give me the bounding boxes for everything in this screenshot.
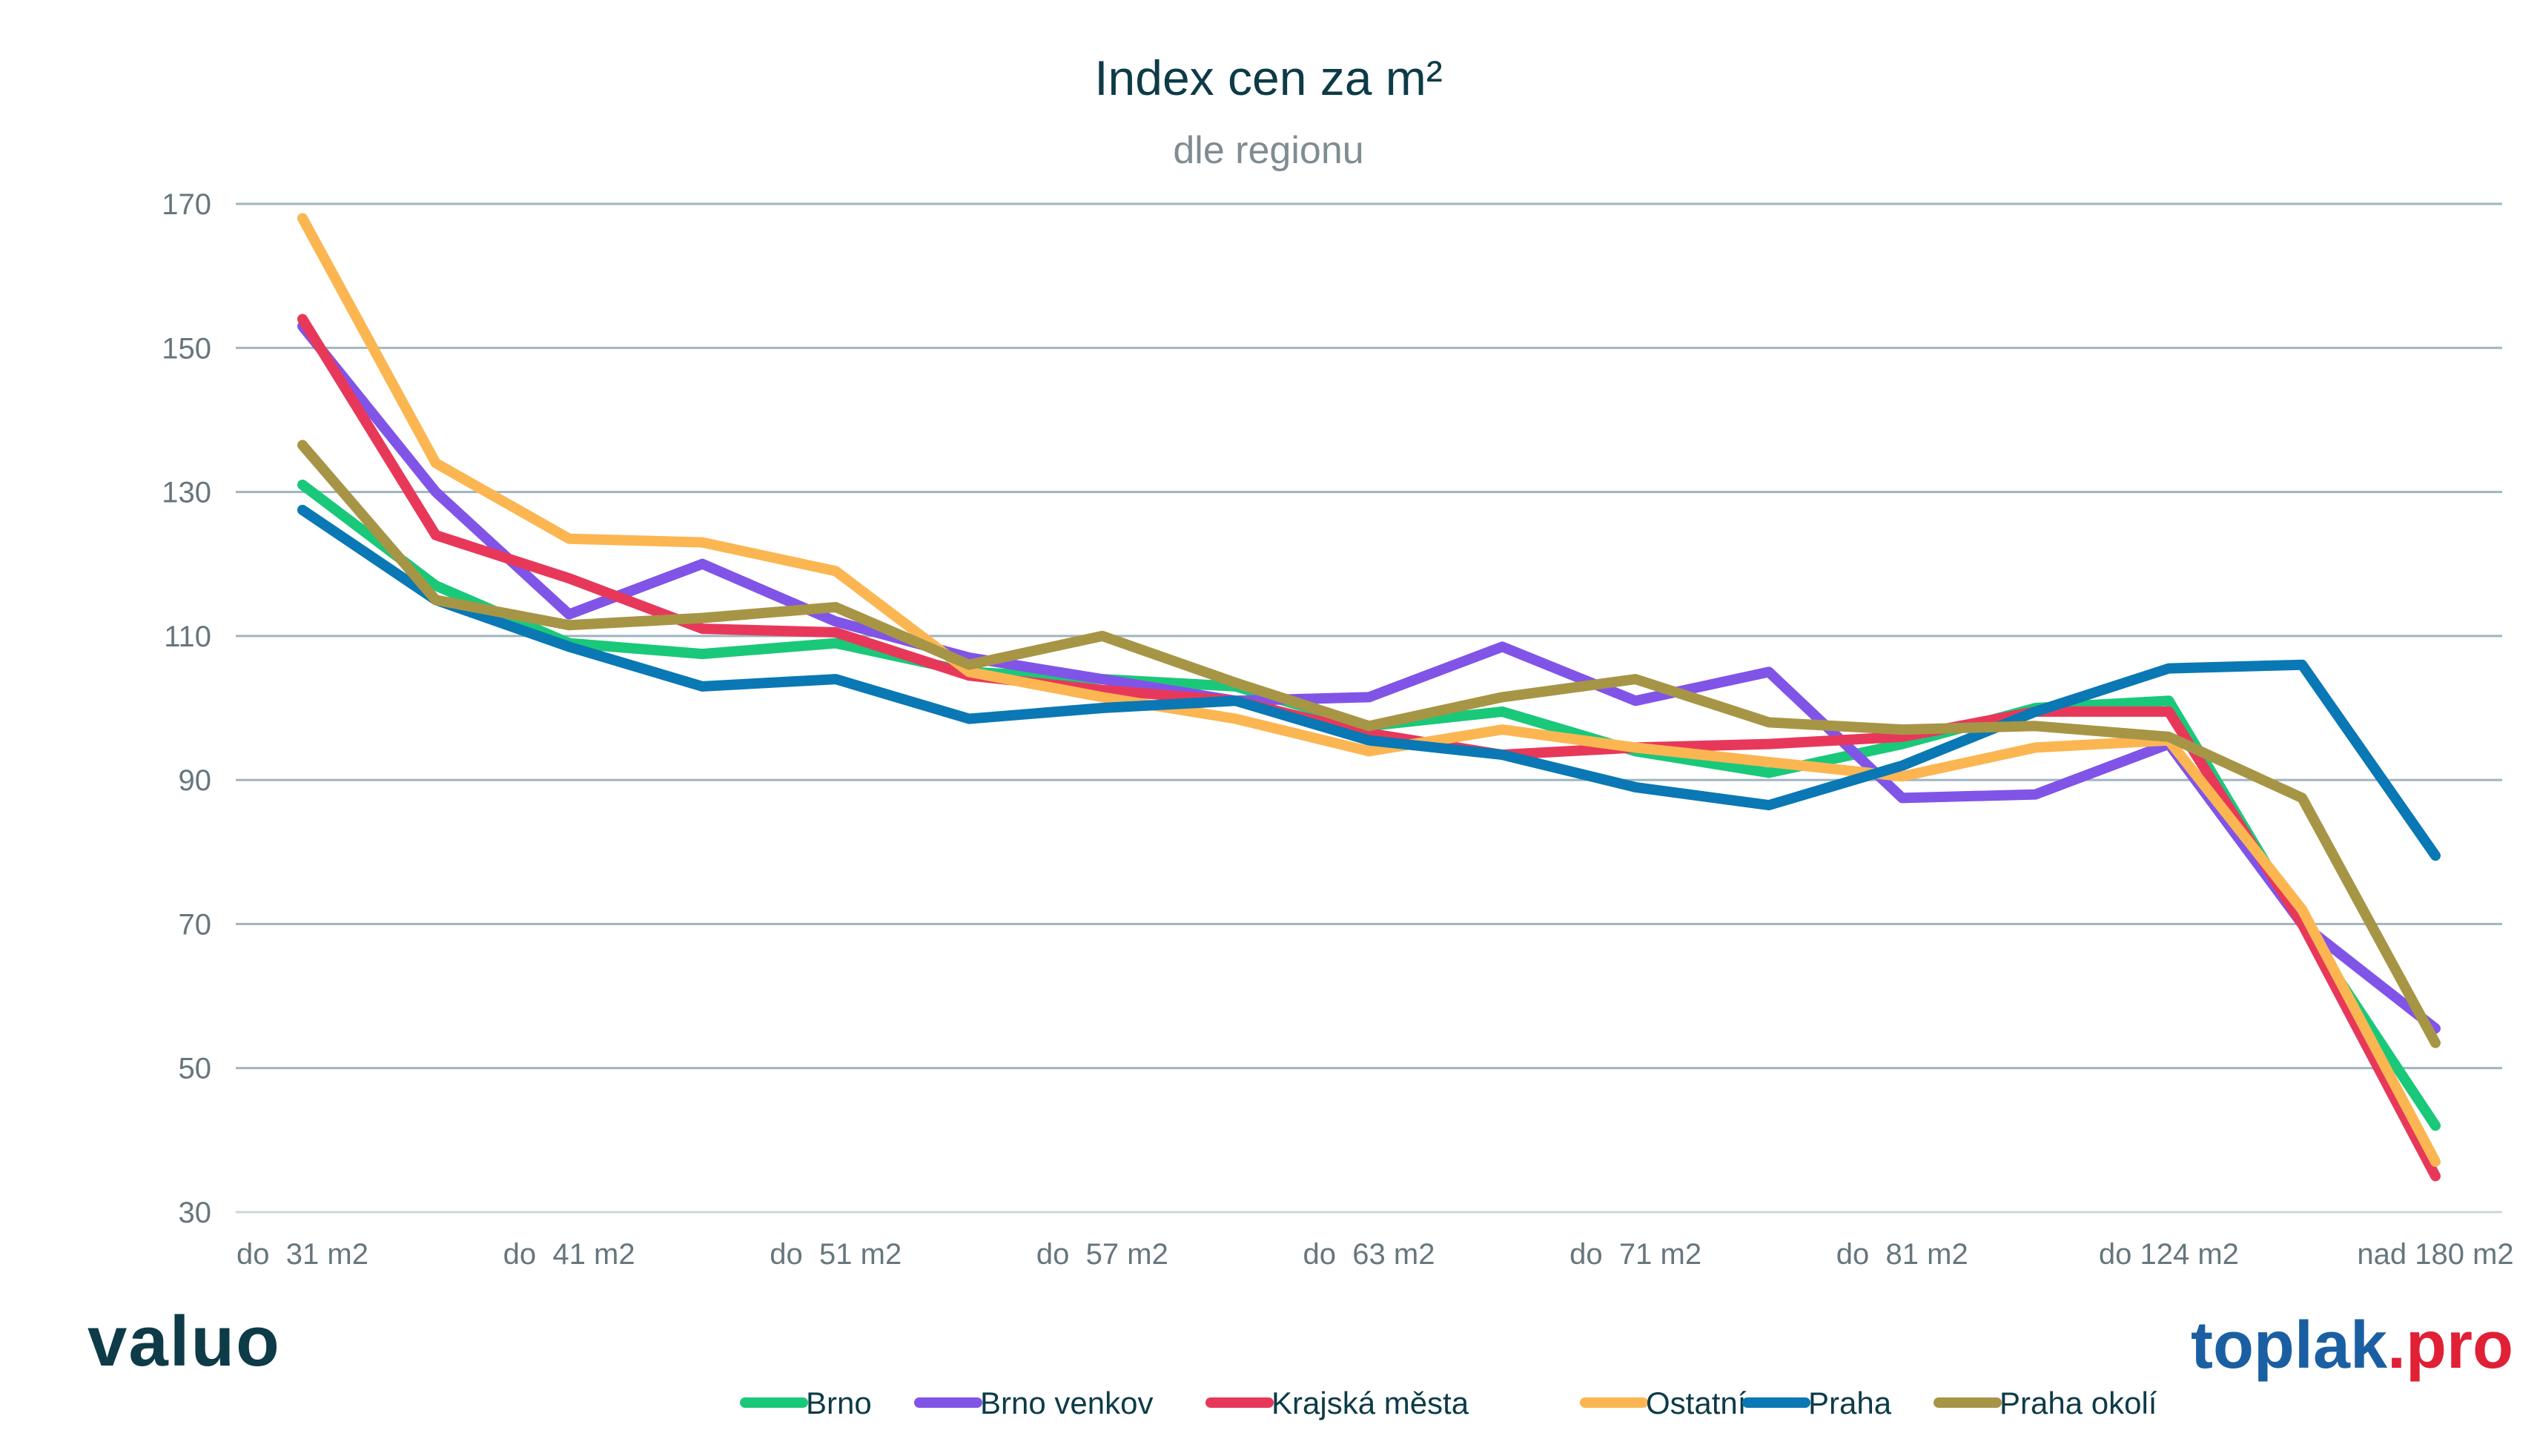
toplak-pro-logo: toplak.pro [2191, 1308, 2513, 1383]
series-line-ostatní [297, 213, 2441, 1167]
legend-label: Ostatní [1646, 1386, 1747, 1420]
x-tick-label: nad 180 m2 [2357, 1238, 2513, 1271]
x-tick-label: do 41 m2 [503, 1238, 635, 1271]
legend-label: Praha [1808, 1386, 1892, 1420]
legend-label: Praha okolí [2000, 1386, 2157, 1420]
gridlines [236, 202, 2502, 1214]
x-tick-label: do 57 m2 [1036, 1238, 1168, 1271]
x-tick-label: do 71 m2 [1570, 1238, 1701, 1271]
valuo-logo: valuo [87, 1302, 281, 1381]
toplak-logo-main: toplak [2191, 1308, 2388, 1383]
series-line-praha-okolí [297, 440, 2441, 1048]
y-tick-label: 110 [164, 621, 211, 653]
y-tick-label: 30 [179, 1197, 212, 1229]
y-tick-label: 50 [179, 1053, 212, 1085]
y-tick-label: 90 [179, 764, 212, 797]
toplak-logo-suffix: .pro [2387, 1308, 2513, 1383]
series-line-brno-venkov [297, 321, 2441, 1034]
y-tick-label: 170 [162, 188, 211, 221]
chart-subtitle: dle regionu [1173, 129, 1363, 172]
series-line-praha [297, 504, 2441, 861]
x-axis: do 31 m2 do 41 m2 do 51 m2 do 57 m2 do 63 m2… [236, 1238, 2514, 1271]
legend-label: Brno venkov [980, 1386, 1153, 1420]
legend-label: Krajská města [1271, 1386, 1469, 1420]
y-tick-label: 130 [162, 477, 211, 509]
series-line-krajská-města [297, 314, 2441, 1182]
y-tick-label: 70 [179, 908, 212, 941]
series-lines [297, 213, 2441, 1182]
x-tick-label: do 31 m2 [236, 1238, 368, 1271]
legend: Brno Brno venkov Krajská města Ostatní Praha… [740, 1386, 2157, 1420]
y-tick-label: 150 [162, 332, 211, 365]
y-axis: 30 50 70 90 110 130 150 170 [162, 188, 211, 1229]
x-tick-label: do 81 m2 [1836, 1238, 1968, 1271]
x-tick-label: do 63 m2 [1303, 1238, 1435, 1271]
series-line-brno [297, 479, 2441, 1131]
x-tick-label: do 51 m2 [770, 1238, 902, 1271]
legend-label: Brno [806, 1386, 872, 1420]
chart-title: Index cen za m² [1094, 50, 1443, 105]
x-tick-label: do 124 m2 [2099, 1238, 2239, 1271]
